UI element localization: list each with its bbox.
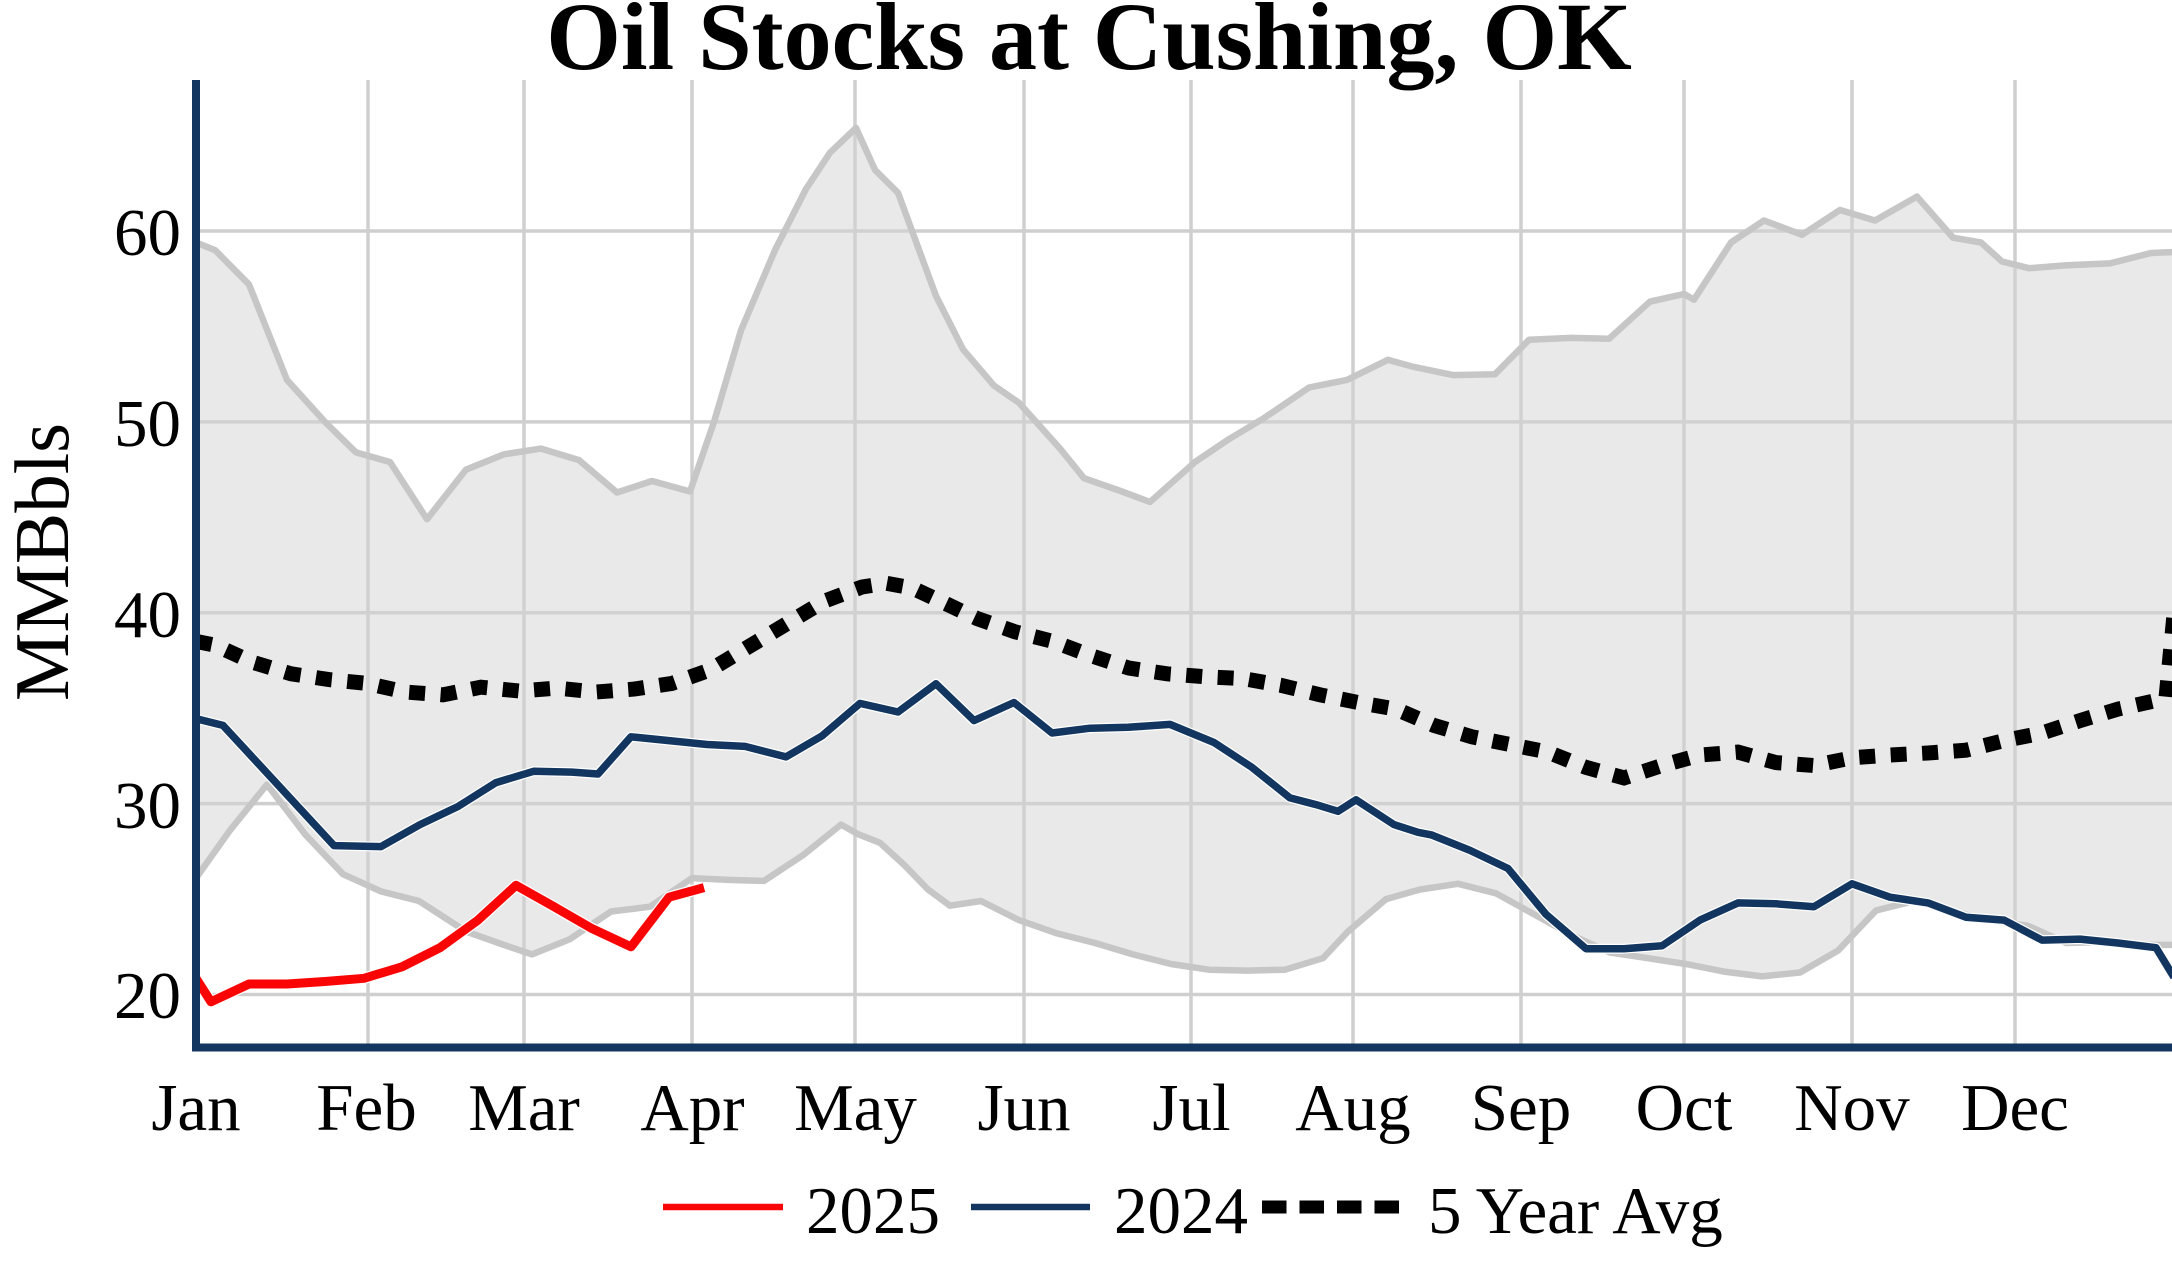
svg-text:Dec: Dec <box>1961 1071 2069 1145</box>
svg-text:Mar: Mar <box>468 1071 580 1145</box>
svg-text:2025: 2025 <box>806 1174 940 1248</box>
svg-text:Oil Stocks at Cushing, OK: Oil Stocks at Cushing, OK <box>546 0 1632 90</box>
svg-text:5 Year Avg: 5 Year Avg <box>1428 1174 1723 1248</box>
svg-text:50: 50 <box>114 387 181 461</box>
svg-text:20: 20 <box>114 959 181 1033</box>
svg-text:Oct: Oct <box>1636 1071 1733 1145</box>
svg-text:Feb: Feb <box>316 1071 417 1145</box>
svg-text:2024: 2024 <box>1114 1174 1248 1248</box>
svg-text:Aug: Aug <box>1295 1071 1410 1145</box>
svg-text:Nov: Nov <box>1794 1071 1910 1145</box>
svg-text:Jul: Jul <box>1152 1071 1230 1145</box>
svg-text:30: 30 <box>114 769 181 843</box>
svg-text:Sep: Sep <box>1471 1071 1572 1145</box>
svg-text:Jun: Jun <box>977 1071 1070 1145</box>
svg-text:May: May <box>794 1071 917 1145</box>
svg-text:MMBbls: MMBbls <box>0 423 85 701</box>
svg-text:40: 40 <box>114 578 181 652</box>
svg-text:60: 60 <box>114 196 181 270</box>
svg-text:Jan: Jan <box>151 1071 240 1145</box>
svg-text:Apr: Apr <box>640 1071 744 1145</box>
